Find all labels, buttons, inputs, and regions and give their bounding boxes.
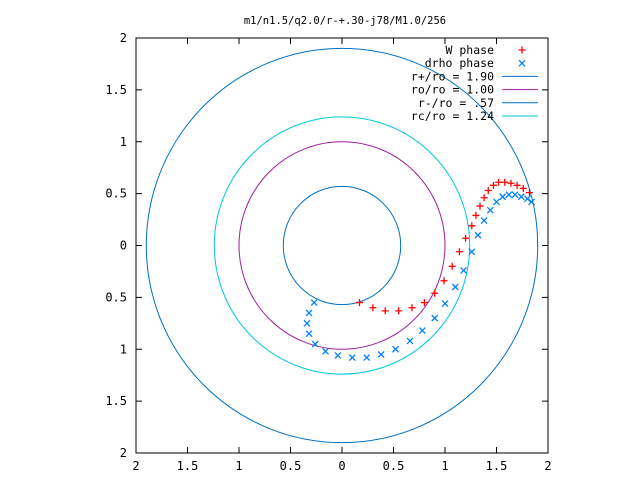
legend-marker-sample [518, 59, 526, 67]
x-tick-label: 1.5 [486, 459, 508, 473]
y-tick-label: 2 [120, 31, 127, 45]
x-tick-label: 1.5 [177, 459, 199, 473]
data-point [484, 187, 492, 195]
series-drho-phase [303, 191, 535, 362]
data-point [507, 179, 515, 187]
legend-label: rc/ro = 1.24 [411, 109, 494, 123]
data-point [455, 248, 463, 256]
legend-label: W phase [446, 43, 495, 57]
data-point [499, 193, 507, 201]
phase-series [303, 178, 535, 362]
data-point [468, 248, 476, 256]
data-point [334, 352, 342, 359]
y-tick-label: 1.5 [105, 394, 127, 408]
data-point [418, 327, 426, 335]
data-point [523, 195, 531, 203]
y-tick-label: 0.5 [105, 187, 127, 201]
y-tick-label: 1.5 [105, 83, 127, 97]
data-point [305, 330, 313, 338]
data-point [486, 206, 494, 214]
y-tick-label: 0.5 [105, 290, 127, 304]
data-point [369, 304, 377, 312]
y-tick-label: 1 [120, 342, 127, 356]
x-tick-label: 2 [132, 459, 139, 473]
x-tick-label: 0.5 [280, 459, 302, 473]
data-point [462, 234, 470, 242]
data-point [441, 300, 449, 308]
radius-circle [282, 185, 402, 306]
x-tick-label: 1 [235, 459, 242, 473]
data-point [303, 319, 311, 327]
data-point [431, 289, 439, 297]
x-tick-label: 1 [441, 459, 448, 473]
data-point [472, 211, 480, 219]
y-tick-label: 0 [120, 239, 127, 253]
data-point [517, 193, 525, 201]
data-point [408, 304, 416, 312]
data-point [348, 354, 356, 362]
radius-circles [145, 47, 539, 444]
x-tick-label: 0.5 [383, 459, 405, 473]
legend-label: drho phase [425, 56, 494, 70]
axis-ticks: 2 1.5 1 0.5 0 0.5 1 1.5 221.510.500.511.52 [105, 31, 551, 473]
data-point [468, 222, 476, 230]
data-point [528, 198, 535, 206]
y-tick-label: 1 [120, 135, 127, 149]
series-w-phase [356, 178, 533, 315]
legend-label: r-/ro = .57 [418, 96, 494, 110]
data-point [356, 299, 364, 307]
data-point [311, 340, 319, 348]
data-point [476, 202, 484, 210]
data-point [474, 231, 482, 239]
data-point [519, 184, 527, 192]
y-tick-label: 2 [120, 446, 127, 460]
radius-circle [238, 141, 446, 350]
data-point [431, 314, 439, 322]
data-point [392, 345, 400, 353]
data-point [511, 191, 519, 199]
data-point [493, 198, 500, 206]
data-point [460, 266, 467, 274]
data-point [480, 217, 488, 225]
data-point [363, 354, 371, 362]
data-point [377, 350, 385, 358]
radius-circle [213, 116, 471, 375]
data-point [501, 178, 509, 186]
x-tick-label: 2 [544, 459, 551, 473]
data-point [489, 181, 497, 189]
data-point [495, 178, 503, 186]
data-point [505, 191, 513, 199]
radius-circle [145, 47, 539, 444]
data-point [480, 194, 488, 202]
data-point [322, 347, 329, 355]
x-tick-label: 0 [338, 459, 345, 473]
data-point [451, 283, 459, 291]
data-point [448, 262, 456, 270]
data-point [395, 307, 403, 315]
data-point [440, 277, 448, 285]
chart-title: m1/n1.5/q2.0/r-+.30-j78/M1.0/256 [244, 15, 446, 27]
data-point [420, 299, 428, 307]
data-point [406, 337, 414, 345]
legend-marker-sample [518, 46, 526, 54]
data-point [525, 189, 533, 197]
data-point [513, 181, 521, 189]
legend-label: ro/ro = 1.00 [411, 83, 494, 97]
data-point [310, 299, 318, 307]
data-point [305, 309, 313, 317]
data-point [381, 307, 389, 315]
legend-label: r+/ro = 1.90 [411, 69, 494, 83]
